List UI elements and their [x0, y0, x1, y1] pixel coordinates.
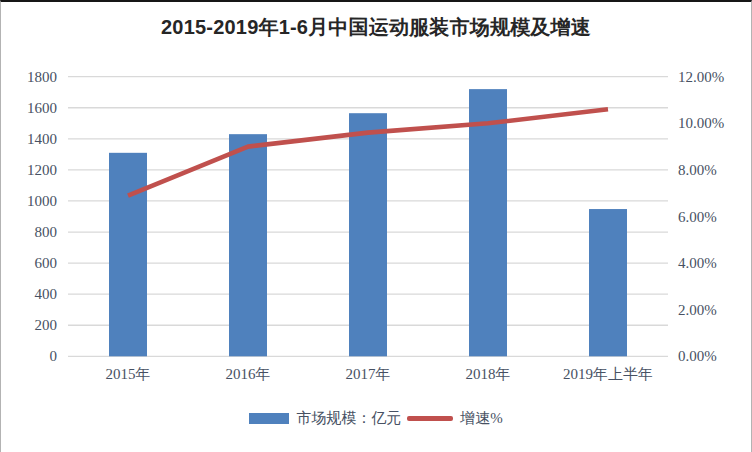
right-axis-tick: 4.00% — [678, 254, 717, 272]
right-axis-tick: 0.00% — [678, 347, 717, 365]
legend-label-market-size: 市场规模：亿元 — [296, 409, 401, 428]
left-axis-tick: 800 — [1, 223, 57, 241]
left-axis-tick: 1000 — [1, 192, 57, 210]
right-axis-tick: 10.00% — [678, 114, 724, 132]
legend: 市场规模：亿元 增速% — [1, 409, 751, 428]
left-axis-tick: 600 — [1, 254, 57, 272]
bar-2019年上半年 — [589, 209, 627, 356]
legend-item-growth: 增速% — [407, 409, 503, 428]
legend-item-market-size: 市场规模：亿元 — [249, 409, 401, 428]
x-axis-label-2016年: 2016年 — [188, 365, 308, 384]
plot-area — [1, 2, 752, 452]
bar-2018年 — [469, 89, 507, 356]
right-axis-tick: 12.00% — [678, 68, 724, 86]
left-axis-tick: 1600 — [1, 99, 57, 117]
legend-bar-swatch-icon — [249, 413, 289, 424]
left-axis-tick: 200 — [1, 316, 57, 334]
bar-2017年 — [349, 113, 387, 356]
right-axis-tick: 6.00% — [678, 208, 717, 226]
left-axis-tick: 400 — [1, 285, 57, 303]
x-axis-label-2018年: 2018年 — [428, 365, 548, 384]
right-axis-tick: 8.00% — [678, 161, 717, 179]
right-axis-tick: 2.00% — [678, 301, 717, 319]
legend-line-swatch-icon — [407, 416, 453, 421]
left-axis-tick: 1200 — [1, 161, 57, 179]
left-axis-tick: 1800 — [1, 68, 57, 86]
x-axis-label-2019年上半年: 2019年上半年 — [548, 365, 668, 384]
bar-2015年 — [109, 153, 147, 356]
left-axis-tick: 0 — [1, 347, 57, 365]
left-axis-tick: 1400 — [1, 130, 57, 148]
x-axis-label-2017年: 2017年 — [308, 365, 428, 384]
chart-figure: 2015-2019年1-6月中国运动服装市场规模及增速 180016001400… — [0, 0, 752, 452]
x-axis-label-2015年: 2015年 — [68, 365, 188, 384]
legend-label-growth: 增速% — [460, 409, 503, 428]
bar-2016年 — [229, 134, 267, 356]
